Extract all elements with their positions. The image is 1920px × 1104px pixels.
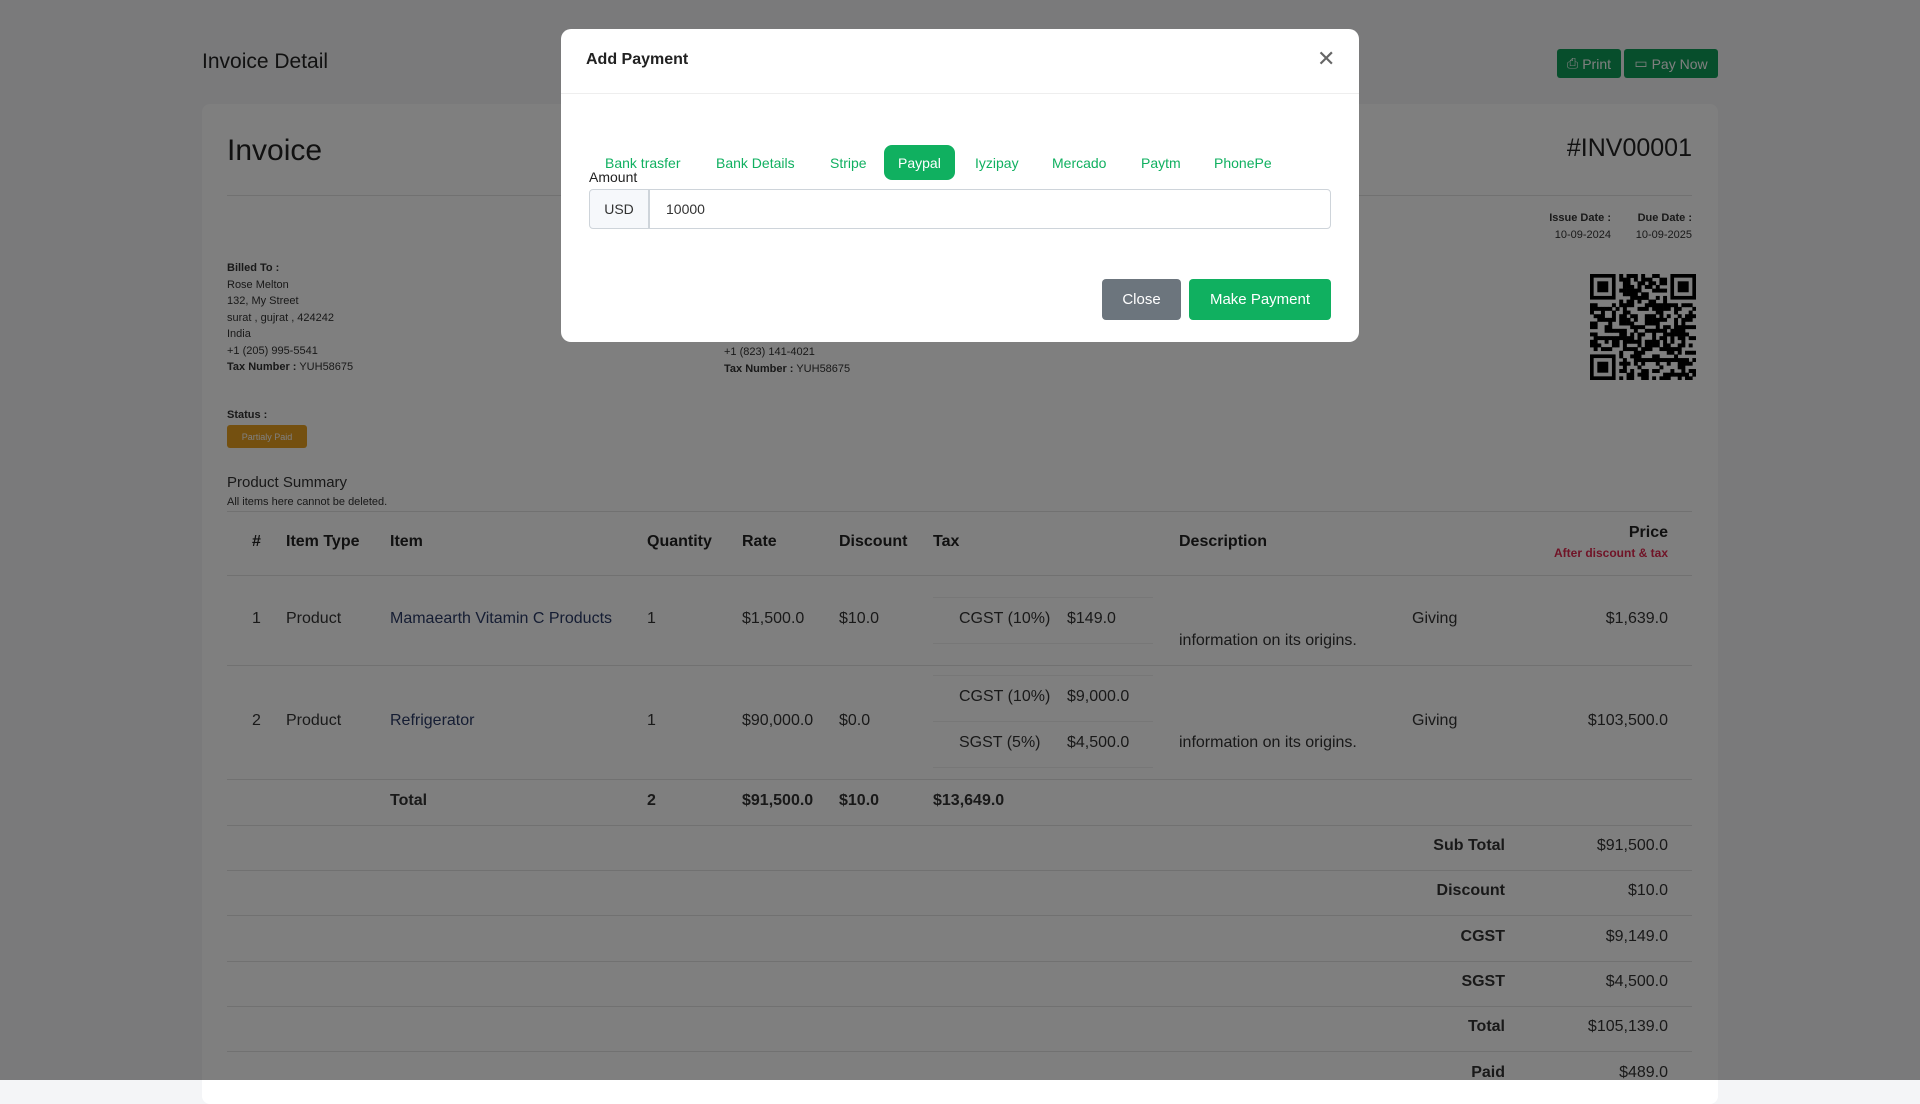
close-button[interactable]: Close [1102, 279, 1181, 320]
tab-paypal[interactable]: Paypal [884, 145, 955, 180]
close-icon[interactable]: ✕ [1317, 46, 1336, 71]
tab-iyzipay[interactable]: Iyzipay [975, 154, 1019, 171]
tab-mercado[interactable]: Mercado [1052, 154, 1107, 171]
currency-addon: USD [589, 189, 649, 229]
modal-header-divider [561, 93, 1359, 94]
tab-stripe[interactable]: Stripe [830, 154, 867, 171]
modal-title: Add Payment [586, 51, 689, 68]
add-payment-modal: Add Payment ✕ Bank trasfer Bank Details St… [561, 29, 1359, 342]
amount-label: Amount [589, 169, 638, 185]
tab-phonepe[interactable]: PhonePe [1214, 154, 1272, 171]
amount-input[interactable] [649, 189, 1331, 229]
tab-bank-trasfer[interactable]: Bank trasfer [605, 154, 681, 171]
tab-bank-details[interactable]: Bank Details [716, 154, 795, 171]
tab-paytm[interactable]: Paytm [1141, 154, 1181, 171]
make-payment-button[interactable]: Make Payment [1189, 279, 1331, 320]
